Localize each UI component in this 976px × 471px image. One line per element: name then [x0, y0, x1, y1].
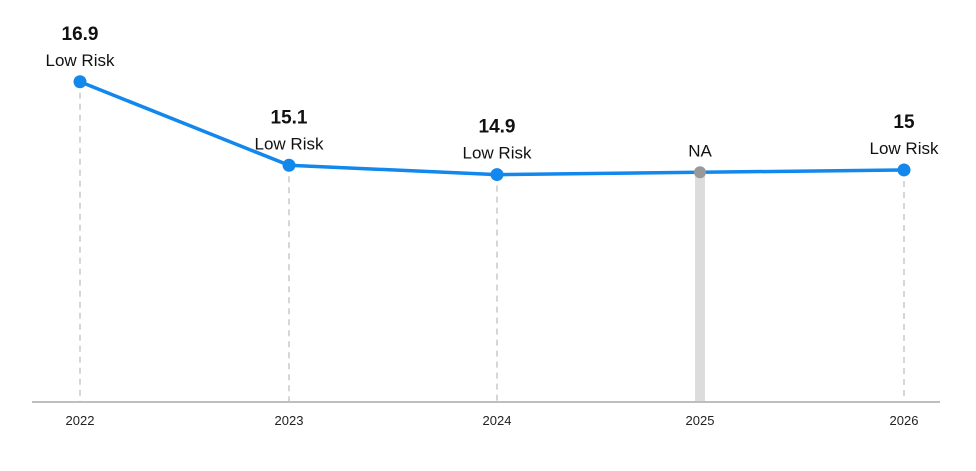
data-label-score-2023: 15.1: [271, 107, 308, 128]
series-line-segment-2024-2025: [495, 170, 702, 177]
data-label-missing-2025: NA: [688, 141, 712, 160]
guide-lines: [79, 81, 905, 402]
x-tick-label-2023: 2023: [275, 413, 304, 428]
series-line-segment-2025-2026: [698, 168, 906, 175]
data-point-2026: [897, 163, 911, 177]
series-line-segment-2022-2023: [78, 80, 291, 168]
data-labels: 16.9 Low Risk 15.1 Low Risk 14.9 Low Risk NA 15…: [46, 24, 939, 163]
data-points: [73, 75, 911, 182]
series-line-segment-2023-2024: [287, 163, 499, 177]
data-label-score-2022: 16.9: [62, 24, 99, 45]
data-label-risk-2026: Low Risk: [870, 139, 939, 158]
data-label-risk-2023: Low Risk: [255, 134, 324, 153]
data-label-risk-2024: Low Risk: [463, 144, 532, 163]
data-point-2024: [490, 168, 504, 182]
data-label-score-2026: 15: [893, 112, 915, 133]
x-tick-label-2022: 2022: [66, 413, 95, 428]
x-tick-label-2024: 2024: [483, 413, 512, 428]
x-tick-label-2026: 2026: [890, 413, 919, 428]
data-label-risk-2022: Low Risk: [46, 51, 115, 70]
x-tick-labels: 2022 2023 2024 2025 2026: [66, 413, 919, 428]
series-lines: [78, 80, 906, 177]
data-label-score-2024: 14.9: [479, 117, 516, 138]
data-point-2022: [73, 75, 87, 89]
data-point-2025: [694, 166, 706, 179]
data-point-2023: [282, 158, 296, 172]
x-tick-label-2025: 2025: [686, 413, 715, 428]
